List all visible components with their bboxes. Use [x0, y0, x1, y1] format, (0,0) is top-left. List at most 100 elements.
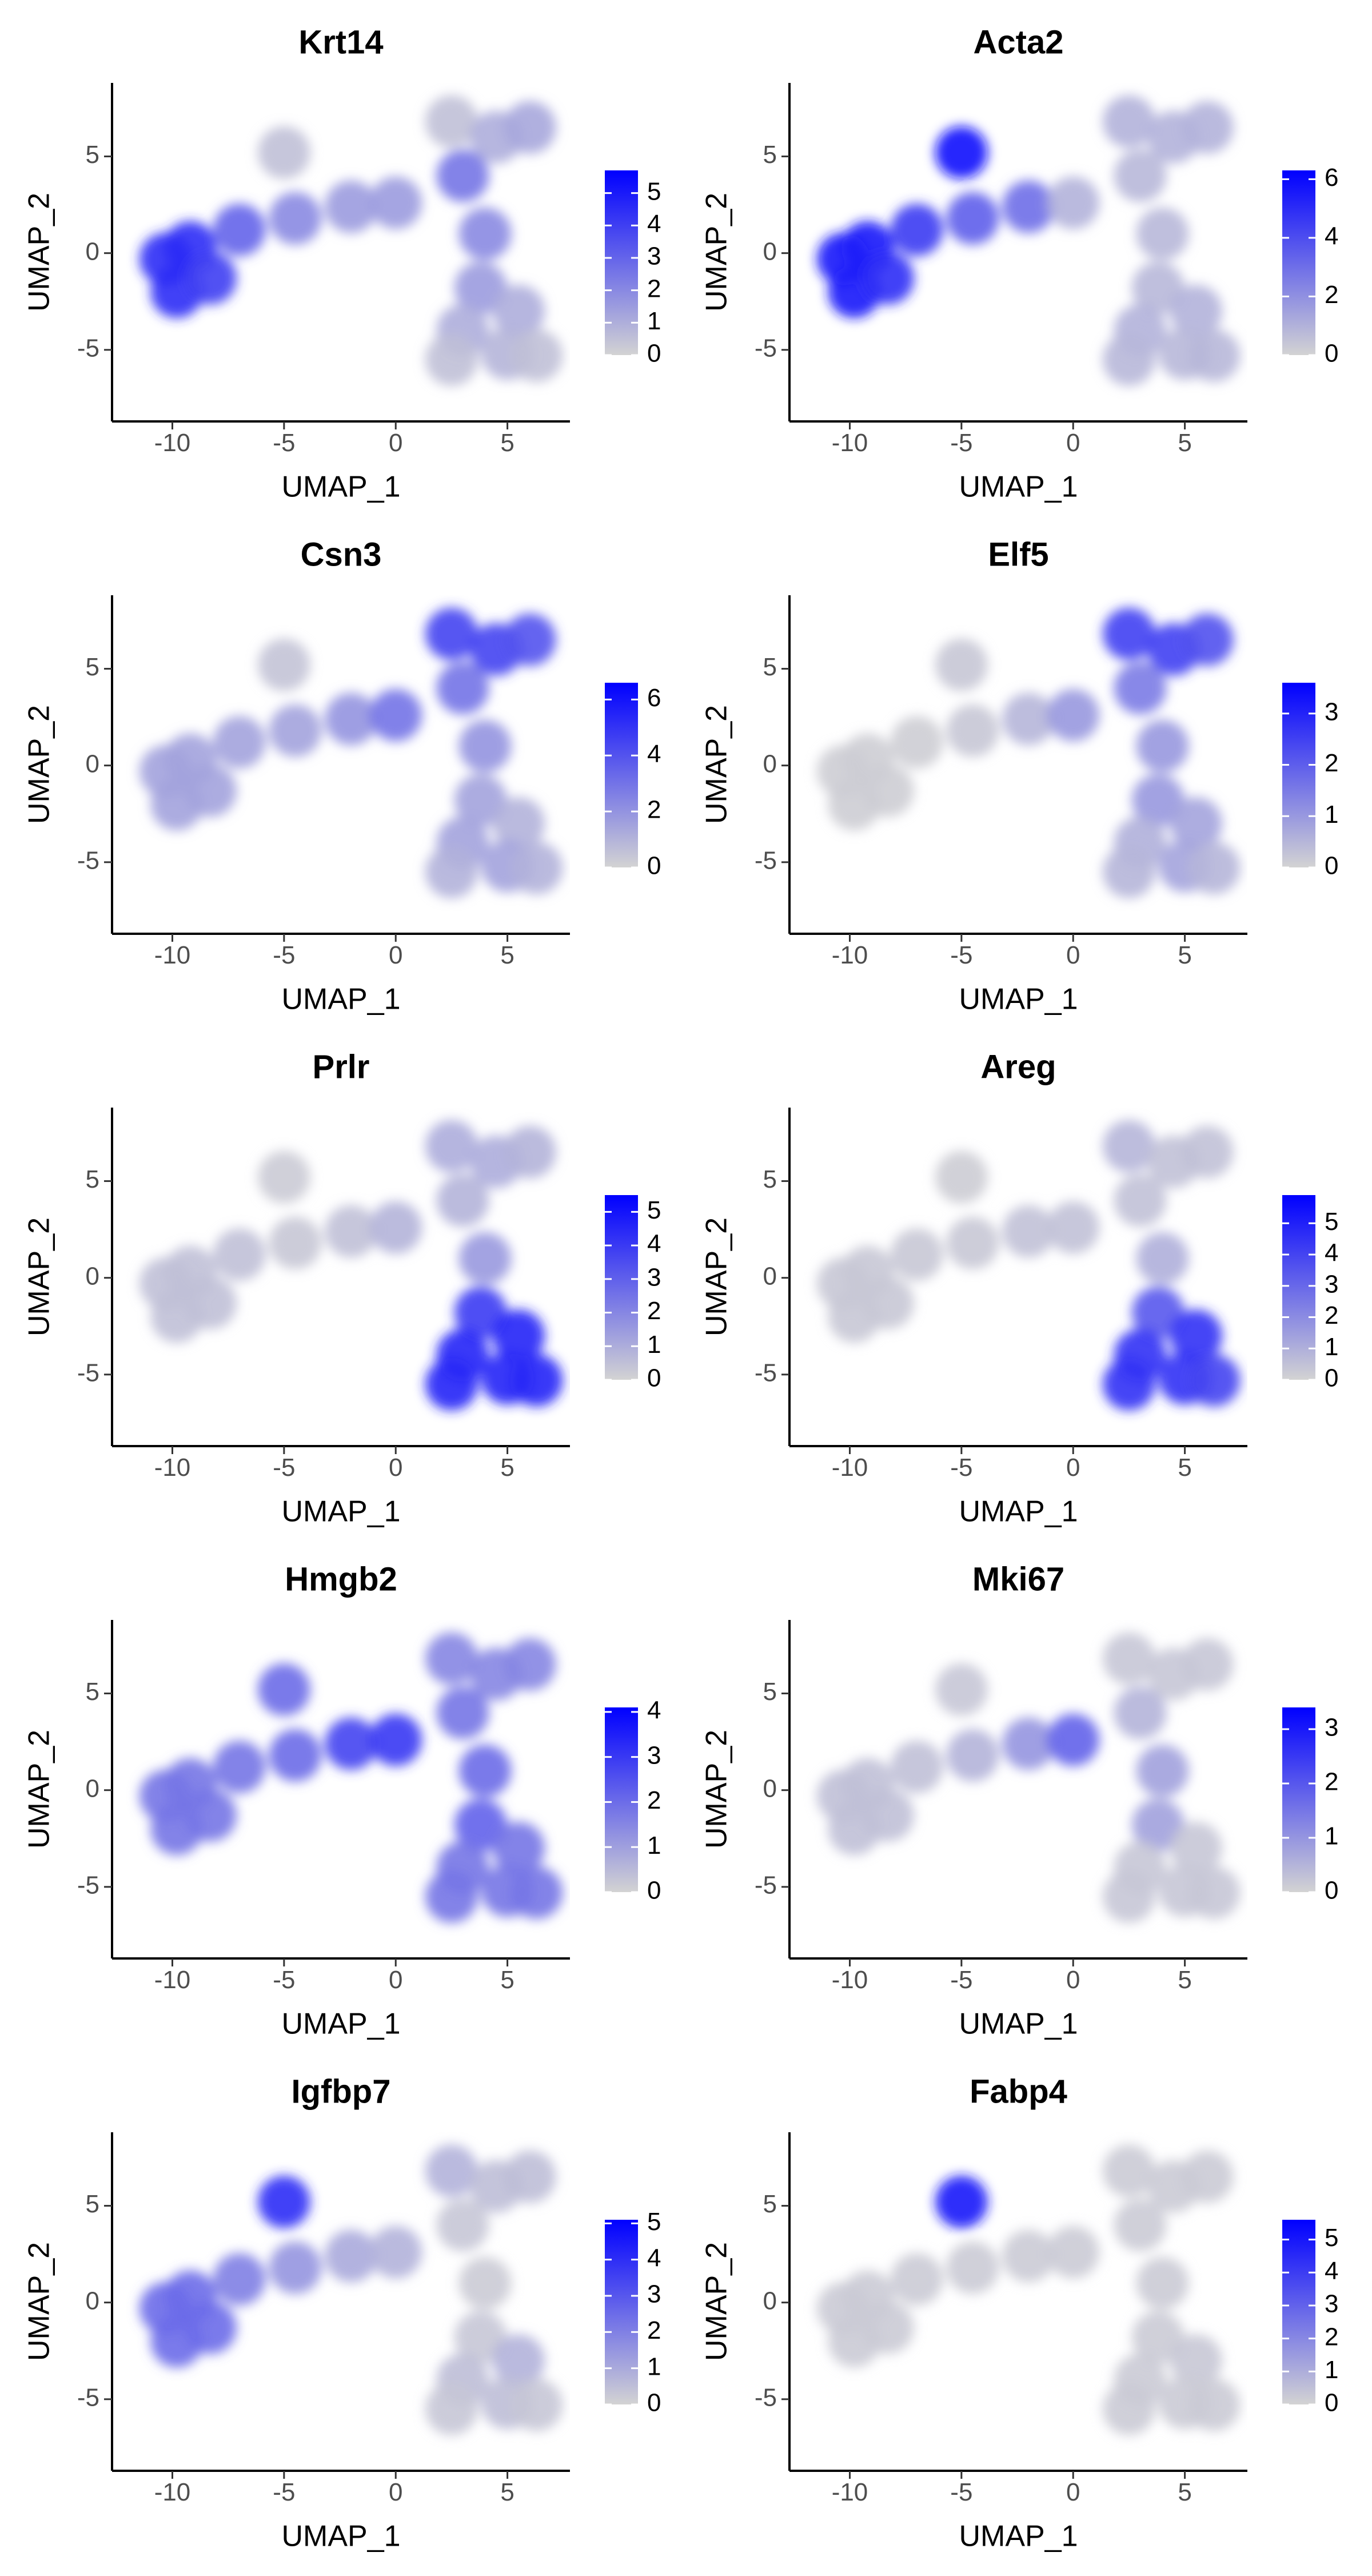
y-tick-label: 5: [763, 2190, 777, 2218]
point: [257, 1663, 310, 1716]
point: [425, 1870, 478, 1923]
point: [257, 638, 310, 691]
colorbar-tick-label: 2: [647, 796, 661, 824]
panel: Fabp4 -10 -5 0 5 -5 0 5 UMAP_1 UMAP_2 0 1 2 3 4 5: [700, 2073, 1339, 2553]
points: [816, 607, 1241, 898]
colorbar-tick-label: 3: [647, 2280, 661, 2308]
y-tick-label: -5: [77, 846, 99, 874]
y-tick-label: -5: [755, 2383, 777, 2411]
chart-title: Csn3: [301, 536, 382, 573]
point: [1131, 774, 1184, 827]
y-tick-label: 0: [763, 2287, 777, 2315]
point: [1170, 285, 1223, 338]
point: [369, 1713, 422, 1766]
point: [436, 1686, 489, 1739]
point: [1102, 1120, 1155, 1173]
x-tick-label: 0: [1066, 429, 1080, 457]
colorbar: [605, 683, 638, 867]
colorbar-tick-label: 1: [1325, 1822, 1338, 1850]
point: [1102, 1357, 1155, 1411]
chart-title: Igfbp7: [292, 2073, 391, 2110]
x-tick-label: 5: [1178, 429, 1191, 457]
colorbar-tick-label: 6: [647, 684, 661, 712]
point: [1170, 1822, 1223, 1875]
x-tick-label: 5: [500, 1454, 514, 1482]
point: [425, 845, 478, 898]
y-axis-label: UMAP_2: [23, 193, 56, 312]
y-tick-label: 0: [763, 1774, 777, 1802]
point: [325, 692, 378, 746]
point: [1114, 2199, 1167, 2252]
point: [1136, 2256, 1189, 2310]
x-tick-label: 0: [389, 1454, 402, 1482]
colorbar-tick-label: 3: [1325, 2290, 1338, 2318]
colorbar: [1282, 1707, 1315, 1892]
point: [1114, 662, 1167, 715]
colorbar-tick-label: 2: [1325, 2323, 1338, 2351]
point: [458, 719, 512, 773]
x-tick-label: -10: [154, 1966, 191, 1994]
x-tick-label: -10: [154, 941, 191, 969]
x-axis-label: UMAP_1: [281, 983, 400, 1016]
point: [503, 101, 556, 154]
colorbar-tick-label: 3: [647, 1263, 661, 1291]
point: [1187, 1353, 1241, 1407]
point: [369, 1201, 422, 1254]
colorbar-tick-label: 2: [1325, 749, 1338, 777]
x-tick-label: -10: [832, 1454, 868, 1482]
point: [1180, 613, 1234, 666]
colorbar-tick-label: 0: [647, 1877, 661, 1905]
point: [1102, 845, 1155, 898]
x-axis-label: UMAP_1: [281, 1495, 400, 1528]
point: [935, 1150, 988, 1204]
colorbar-tick-label: 2: [647, 2316, 661, 2344]
point: [1187, 2378, 1241, 2431]
point: [946, 1729, 999, 1782]
point: [946, 1216, 999, 1269]
point: [503, 613, 556, 666]
point: [1180, 101, 1234, 154]
colorbar-tick-label: 4: [1325, 1239, 1338, 1267]
y-tick-label: 0: [86, 237, 99, 265]
point: [1136, 719, 1189, 773]
point: [861, 1789, 914, 1842]
colorbar-tick-label: 4: [1325, 2257, 1338, 2285]
colorbar: [1282, 170, 1315, 355]
colorbar-tick-label: 4: [647, 740, 661, 768]
colorbar-tick-label: 1: [1325, 801, 1338, 829]
x-tick-label: -5: [273, 941, 295, 969]
chart-title: Prlr: [313, 1048, 370, 1085]
colorbar-tick-label: 4: [647, 210, 661, 238]
point: [890, 1741, 943, 1794]
point: [861, 2301, 914, 2354]
point: [184, 2301, 237, 2354]
colorbar-tick-label: 0: [647, 1364, 661, 1392]
point: [510, 841, 563, 894]
x-tick-label: -10: [154, 429, 191, 457]
points: [816, 2144, 1241, 2435]
x-tick-label: -10: [154, 1454, 191, 1482]
colorbar-tick-label: 5: [647, 177, 661, 205]
point: [1180, 2150, 1234, 2203]
colorbar-tick-label: 4: [647, 1697, 661, 1725]
point: [890, 204, 943, 257]
point: [1170, 1309, 1223, 1363]
colorbar-tick-label: 1: [647, 1832, 661, 1860]
panel: Krt14 -10 -5 0 5 -5 0 5 UMAP_1 UMAP_2 0 1 2 3 4 5: [23, 23, 661, 503]
panel: Areg -10 -5 0 5 -5 0 5 UMAP_1 UMAP_2 0 1 2 3 4 5: [700, 1048, 1339, 1528]
colorbar-tick-label: 5: [1325, 2224, 1338, 2252]
colorbar-tick-label: 4: [647, 2244, 661, 2272]
point: [1002, 1205, 1055, 1258]
colorbar-tick-label: 5: [1325, 1208, 1338, 1236]
x-axis-label: UMAP_1: [281, 471, 400, 504]
points: [139, 1632, 563, 1923]
x-tick-label: -5: [950, 1454, 972, 1482]
y-axis-label: UMAP_2: [700, 1217, 733, 1336]
colorbar-tick-label: 3: [1325, 1270, 1338, 1298]
y-tick-label: 5: [86, 2190, 99, 2218]
x-tick-label: 0: [1066, 1454, 1080, 1482]
y-axis-label: UMAP_2: [23, 1730, 56, 1849]
point: [1170, 2334, 1223, 2387]
point: [213, 204, 266, 257]
